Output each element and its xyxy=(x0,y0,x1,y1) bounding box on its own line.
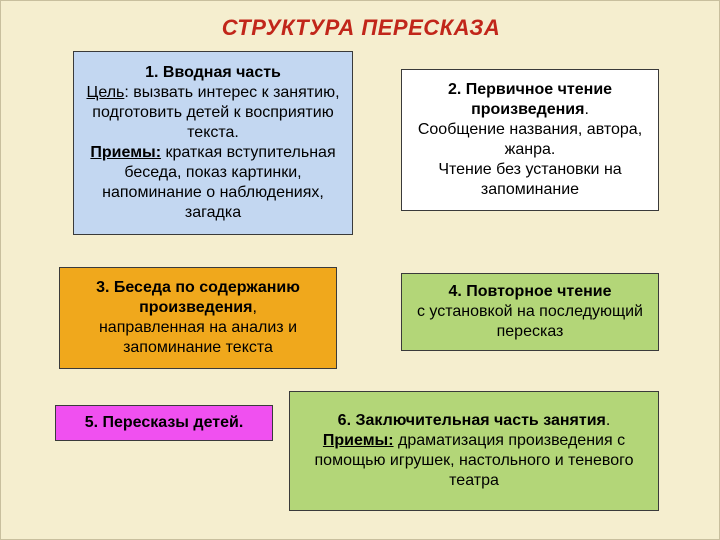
step-6-content: 6. Заключительная часть занятия. Приемы:… xyxy=(298,411,650,491)
step-2-box: 2. Первичное чтение произведения. Сообще… xyxy=(401,69,659,211)
step-1-goal-label: Цель xyxy=(86,84,124,101)
step-1-goal-text: : вызвать интерес к занятию, подготовить… xyxy=(92,84,339,141)
step-6-methods-label: Приемы: xyxy=(323,432,394,449)
step-3-comma: , xyxy=(252,299,256,316)
step-3-content: 3. Беседа по содержанию произведения, на… xyxy=(68,278,328,358)
step-1-box: 1. Вводная часть Цель: вызвать интерес к… xyxy=(73,51,353,235)
step-5-box: 5. Пересказы детей. xyxy=(55,405,273,441)
step-3-tail: направленная на анализ и запоминание тек… xyxy=(99,319,297,356)
step-5-text: 5. Пересказы детей. xyxy=(85,413,244,433)
step-2-dot: . xyxy=(584,101,588,118)
step-4-tail: с установкой на последующий пересказ xyxy=(417,303,643,340)
step-6-heading: 6. Заключительная часть занятия xyxy=(338,412,606,429)
step-1-content: 1. Вводная часть Цель: вызвать интерес к… xyxy=(82,63,344,223)
step-6-dot: . xyxy=(606,412,610,429)
step-3-box: 3. Беседа по содержанию произведения, на… xyxy=(59,267,337,369)
step-3-heading: 3. Беседа по содержанию произведения xyxy=(96,279,300,316)
step-4-content: 4. Повторное чтение с установкой на посл… xyxy=(410,282,650,342)
step-2-content: 2. Первичное чтение произведения. Сообще… xyxy=(410,80,650,200)
step-4-box: 4. Повторное чтение с установкой на посл… xyxy=(401,273,659,351)
step-4-heading: 4. Повторное чтение xyxy=(448,283,611,300)
step-2-line2: Сообщение названия, автора, жанра. xyxy=(418,121,642,158)
step-1-heading: 1. Вводная часть xyxy=(145,64,281,81)
page-title: СТРУКТУРА ПЕРЕСКАЗА xyxy=(1,15,720,41)
step-6-box: 6. Заключительная часть занятия. Приемы:… xyxy=(289,391,659,511)
step-1-methods-label: Приемы: xyxy=(90,144,161,161)
step-2-line3: Чтение без установки на запоминание xyxy=(438,161,621,198)
